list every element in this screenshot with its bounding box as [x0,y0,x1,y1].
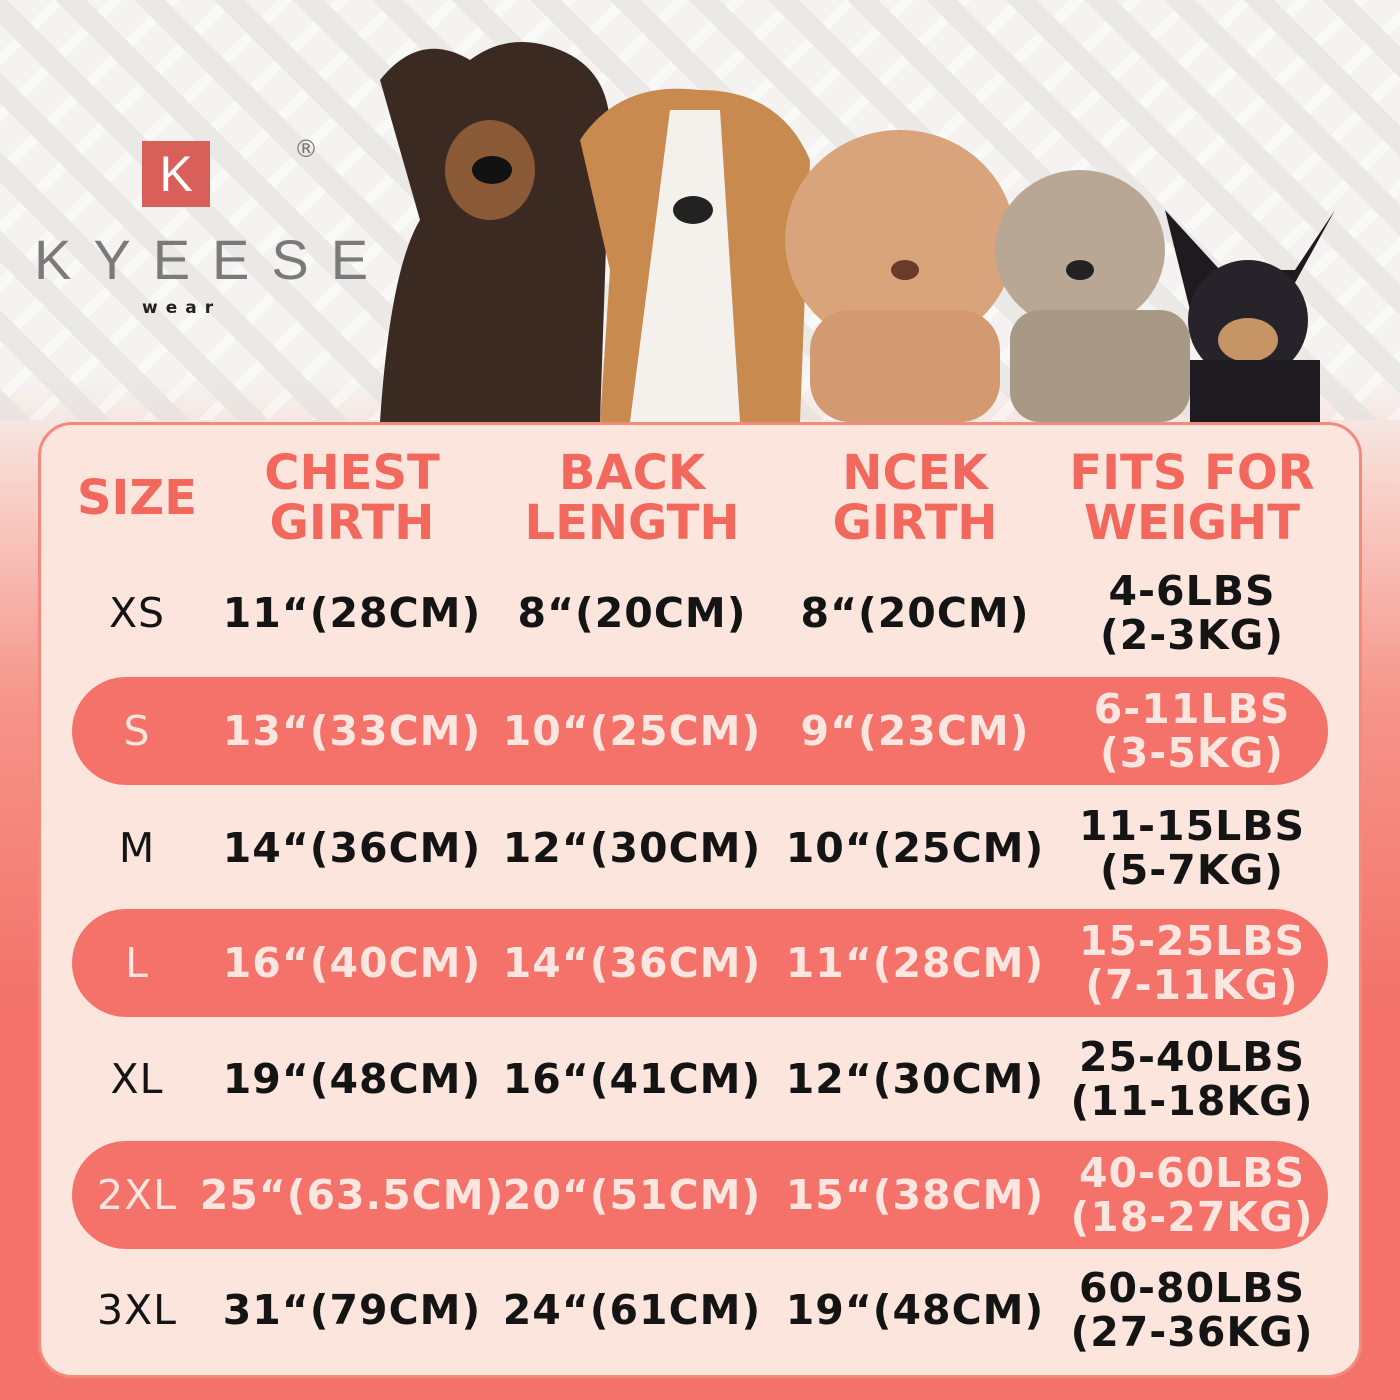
cell-back: 10“(25CM) [502,707,762,755]
cell-weight: 11-15LBS (5-7KG) [1079,804,1305,892]
cell-chest: 13“(33CM) [222,707,482,755]
cell-size: 2XL [96,1171,178,1219]
cell-neck: 12“(30CM) [785,1055,1045,1103]
cell-weight-kg: (11-18KG) [1070,1077,1314,1125]
cell-neck: 8“(20CM) [800,589,1030,637]
cell-weight: 60-80LBS (27-36KG) [1070,1266,1313,1354]
cell-neck: 19“(48CM) [785,1286,1045,1334]
cell-weight: 40-60LBS (18-27KG) [1070,1151,1313,1239]
cell-neck: 15“(38CM) [785,1171,1045,1219]
logo-mark: K [142,141,210,207]
cell-back: 16“(41CM) [502,1055,762,1103]
brand-subtitle: wear [142,298,222,318]
cell-size: L [125,939,149,987]
header-chest-girth: CHEST GIRTH [264,445,440,551]
cell-weight: 6-11LBS (3-5KG) [1094,687,1291,775]
header-neck-girth: NCEK GIRTH [832,445,998,551]
cell-back: 24“(61CM) [502,1286,762,1334]
cell-weight-lbs: 4-6LBS [1108,567,1276,615]
cell-weight-lbs: 6-11LBS [1093,685,1291,733]
cell-chest: 16“(40CM) [222,939,482,987]
cell-weight-lbs: 25-40LBS [1078,1033,1306,1081]
cell-weight: 15-25LBS (7-11KG) [1079,919,1305,1007]
chihuahua-image [1165,210,1335,422]
row-highlight [72,909,1328,1017]
cell-chest: 11“(28CM) [222,589,482,637]
cell-size: S [123,707,151,755]
terrier-image [995,170,1190,422]
cell-chest: 31“(79CM) [222,1286,482,1334]
brand-logo: K ® KYEESE wear [30,135,368,325]
cell-weight-lbs: 11-15LBS [1078,802,1306,850]
brand-name: KYEESE [34,228,391,291]
cell-weight-kg: (18-27KG) [1070,1193,1314,1241]
cell-size: M [118,824,156,872]
registered-mark: ® [294,135,318,163]
poodle-image [785,130,1015,422]
cell-weight-kg: (2-3KG) [1100,611,1284,659]
header-weight: FITS FOR WEIGHT [1069,445,1315,551]
cell-weight: 25-40LBS (11-18KG) [1070,1035,1313,1123]
cell-chest: 19“(48CM) [222,1055,482,1103]
row-highlight [72,677,1328,785]
cell-back: 20“(51CM) [502,1171,762,1219]
cell-size: XS [108,589,166,637]
cell-neck: 11“(28CM) [785,939,1045,987]
cell-weight-lbs: 40-60LBS [1078,1149,1306,1197]
cell-chest: 14“(36CM) [222,824,482,872]
cell-size: 3XL [96,1286,178,1334]
header-size: SIZE [76,470,198,526]
cell-weight-kg: (27-36KG) [1070,1308,1314,1356]
cell-weight-kg: (3-5KG) [1100,729,1284,777]
cell-weight-lbs: 60-80LBS [1078,1264,1306,1312]
cell-back: 14“(36CM) [502,939,762,987]
cell-weight-lbs: 15-25LBS [1078,917,1306,965]
cell-size: XL [110,1055,164,1103]
row-highlight [72,1141,1328,1249]
cell-weight: 4-6LBS (2-3KG) [1100,569,1284,657]
cell-back: 8“(20CM) [517,589,747,637]
cell-back: 12“(30CM) [502,824,762,872]
beagle-image [580,88,810,422]
cell-neck: 9“(23CM) [800,707,1030,755]
cell-neck: 10“(25CM) [785,824,1045,872]
dogs-photo [380,42,1335,422]
header-back-length: BACK LENGTH [524,445,740,551]
cell-weight-kg: (5-7KG) [1100,846,1284,894]
cell-chest: 25“(63.5CM) [199,1171,505,1219]
cell-weight-kg: (7-11KG) [1085,961,1299,1009]
doberman-image [380,42,610,422]
